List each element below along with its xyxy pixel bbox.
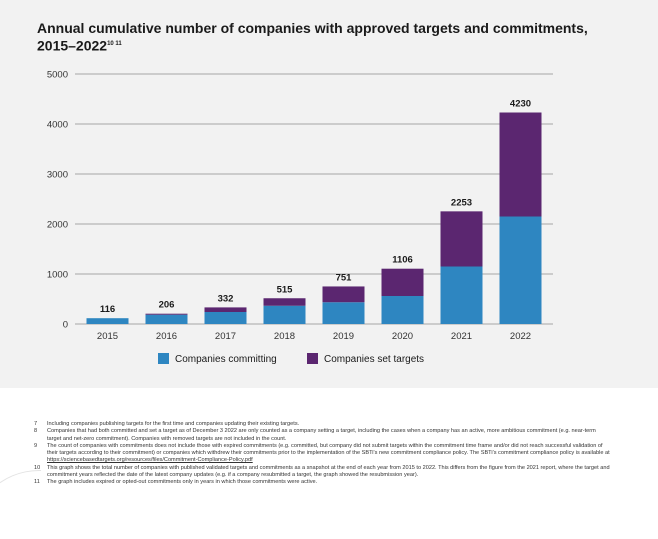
bar-segment-set-targets [263, 298, 306, 306]
legend-label: Companies set targets [324, 354, 424, 365]
x-tick-label: 2018 [274, 331, 295, 342]
bar-segment-set-targets [440, 211, 483, 267]
x-tick-label: 2020 [392, 331, 413, 342]
bar-segment-committing [145, 314, 188, 324]
data-label: 206 [159, 300, 175, 311]
y-tick-label: 1000 [47, 270, 68, 281]
footnotes: 7 Including companies publishing targets … [34, 421, 610, 487]
footnote: 11 The graph includes expired or opted-ou… [34, 479, 318, 486]
bar-segment-committing [381, 296, 424, 324]
bar-segment-set-targets [145, 313, 188, 315]
policy-link[interactable]: https://sciencebasedtargets.org/resource… [47, 457, 253, 464]
chart-title: Annual cumulative number of companies wi… [37, 20, 588, 54]
bar-segment-committing [204, 312, 247, 324]
x-tick-label: 2015 [97, 331, 118, 342]
bar-segment-committing [499, 216, 542, 324]
bar-segment-committing [322, 302, 365, 324]
x-tick-label: 2017 [215, 331, 236, 342]
data-label: 515 [277, 284, 294, 295]
y-tick-label: 4000 [47, 120, 68, 131]
data-label: 4230 [510, 99, 531, 110]
bar-segment-committing [86, 318, 129, 324]
data-label: 751 [336, 272, 353, 283]
bar-segment-set-targets [499, 112, 542, 217]
stacked-bar-chart: 0 1000 2000 3000 4000 5000 116 2015 206 2016 332 20… [47, 70, 553, 365]
chart-panel: Annual cumulative number of companies wi… [0, 0, 658, 388]
bar-segment-set-targets [204, 307, 247, 312]
x-tick-label: 2019 [333, 331, 354, 342]
bar-segment-committing [263, 305, 306, 324]
bar-segment-committing [440, 266, 483, 324]
data-label: 2253 [451, 197, 472, 208]
y-tick-label: 0 [63, 320, 68, 331]
y-tick-label: 5000 [47, 70, 68, 81]
legend-swatch-committing [158, 353, 169, 364]
footnote: 7 Including companies publishing targets … [34, 421, 300, 427]
x-tick-label: 2016 [156, 331, 177, 342]
y-tick-label: 3000 [47, 170, 68, 181]
y-tick-label: 2000 [47, 220, 68, 231]
data-label: 116 [100, 304, 115, 315]
legend-swatch-set-targets [307, 353, 318, 364]
footnote: 9 The count of companies with commitments… [34, 442, 610, 464]
x-tick-label: 2022 [510, 331, 531, 342]
footnote: 10 This graph shows the total number of c… [34, 464, 610, 479]
data-label: 1106 [392, 255, 413, 266]
x-tick-label: 2021 [451, 331, 472, 342]
footnote: 8 Companies that had both committed and s… [34, 428, 596, 442]
bar-segment-set-targets [322, 286, 365, 303]
data-label: 332 [218, 293, 234, 304]
decorative-arc [0, 470, 41, 539]
legend-label: Companies committing [175, 354, 277, 365]
title-footnote-refs: 10 11 [107, 41, 122, 47]
bar-segment-set-targets [381, 268, 424, 296]
